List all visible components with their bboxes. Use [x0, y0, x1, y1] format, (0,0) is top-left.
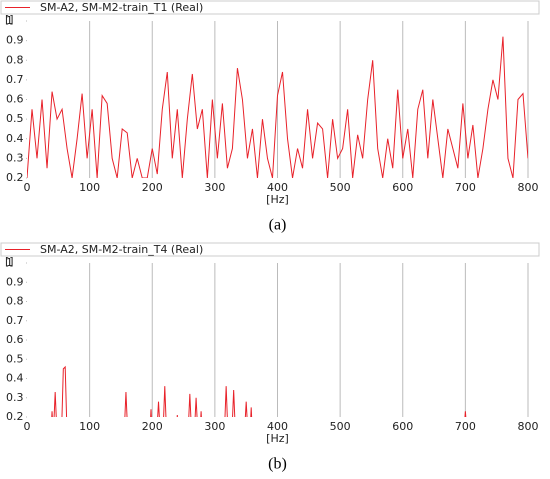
y-tick-label: 0.5	[6, 352, 24, 365]
x-axis-label: [Hz]	[266, 432, 289, 445]
x-tick-label: 500	[330, 181, 351, 194]
x-tick-label: 600	[392, 181, 413, 194]
y-tick-label: 0.3	[6, 151, 24, 164]
legend-box	[0, 242, 540, 257]
x-tick-label: 700	[455, 420, 476, 433]
y-tick-label: 0.8	[6, 295, 24, 308]
x-tick-label: 0	[24, 420, 31, 433]
x-tick-label: 500	[330, 420, 351, 433]
y-tick-label: 0.2	[6, 171, 24, 184]
caption: (a)	[269, 217, 287, 234]
y-tick-label: 0.3	[6, 391, 24, 404]
y-axis-label: []	[5, 255, 14, 268]
y-axis-label: []	[5, 13, 14, 26]
x-tick-label: 200	[142, 420, 163, 433]
y-tick-label: 0.9	[6, 275, 24, 288]
x-tick-label: 800	[518, 420, 539, 433]
y-tick-label: 0.2	[6, 410, 24, 423]
x-tick-label: 300	[204, 181, 225, 194]
y-tick-label: 0.5	[6, 112, 24, 125]
x-tick-label: 800	[518, 181, 539, 194]
y-tick-label: 1	[6, 256, 13, 269]
x-tick-label: 600	[392, 420, 413, 433]
series-line	[51, 365, 467, 417]
x-tick-label: 300	[204, 420, 225, 433]
y-tick-label: 0.4	[6, 372, 24, 385]
legend-label: SM-A2, SM-M2-train_T4 (Real)	[40, 243, 203, 256]
caption: (b)	[268, 456, 287, 473]
y-tick-label: 0.6	[6, 333, 24, 346]
y-tick-label: 0.6	[6, 93, 24, 106]
x-tick-label: 100	[79, 420, 100, 433]
x-tick-label: 400	[267, 420, 288, 433]
legend-box	[0, 0, 540, 15]
series-line	[27, 36, 528, 178]
x-tick-label: 400	[267, 181, 288, 194]
y-tick-label: 0.7	[6, 73, 24, 86]
x-axis-label: [Hz]	[266, 193, 289, 206]
x-tick-label: 700	[455, 181, 476, 194]
x-tick-label: 100	[79, 181, 100, 194]
y-tick-label: 0.8	[6, 53, 24, 66]
x-tick-label: 0	[24, 181, 31, 194]
legend-label: SM-A2, SM-M2-train_T1 (Real)	[40, 1, 203, 14]
x-tick-label: 200	[142, 181, 163, 194]
y-tick-label: 1	[6, 14, 13, 27]
y-tick-label: 0.4	[6, 132, 24, 145]
y-tick-label: 0.9	[6, 34, 24, 47]
y-tick-label: 0.7	[6, 314, 24, 327]
